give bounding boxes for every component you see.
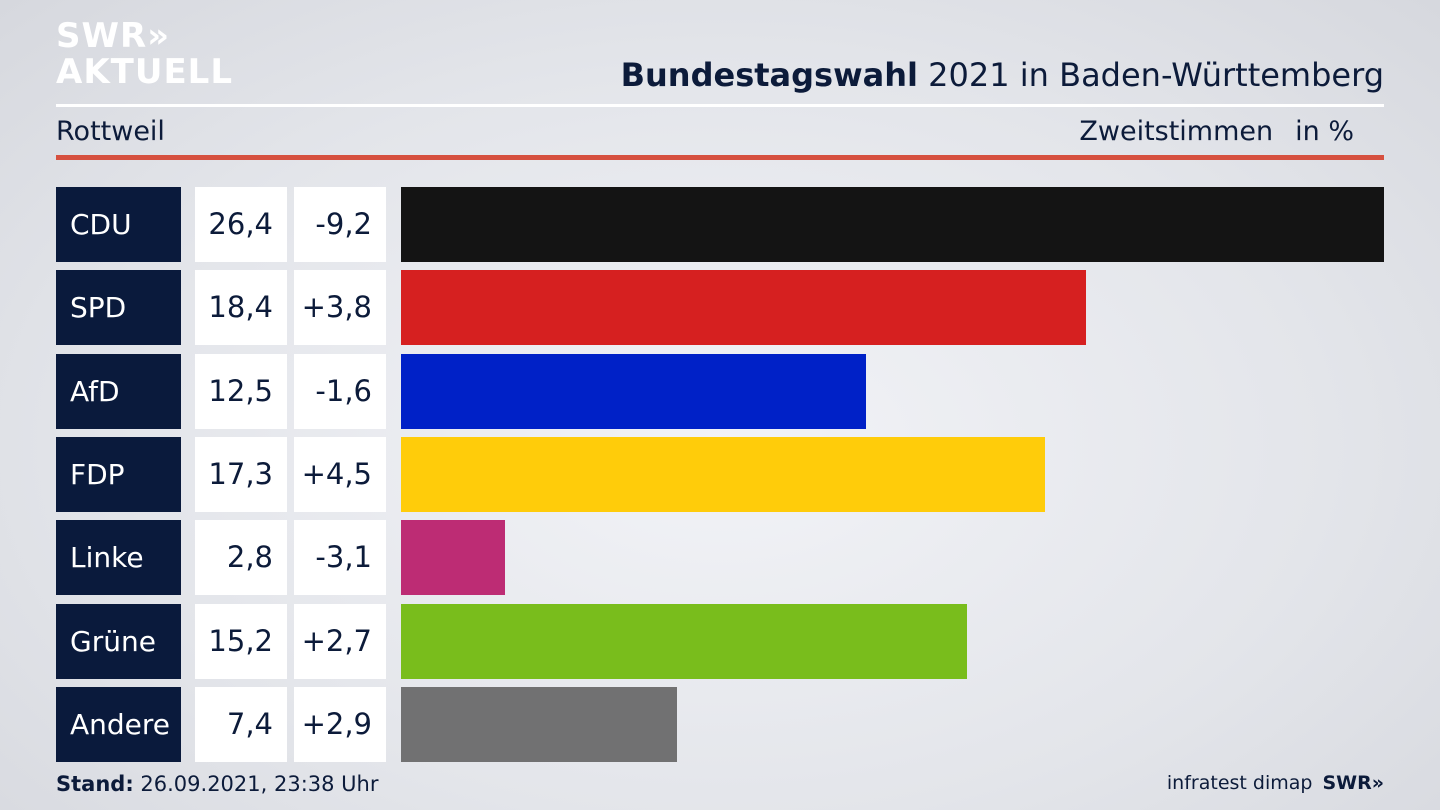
metric-unit: in % <box>1295 116 1354 147</box>
party-label: Linke <box>56 520 181 595</box>
chart-row: FDP 17,3 +4,5 <box>56 437 1384 512</box>
vote-change-value: +4,5 <box>294 437 386 512</box>
chart-row: Grüne 15,2 +2,7 <box>56 604 1384 679</box>
metric-label: Zweitstimmen in % <box>1079 116 1354 147</box>
vote-share-bar <box>401 687 677 762</box>
party-label: Andere <box>56 687 181 762</box>
source-credit: infratest dimap SWR» <box>1167 772 1384 794</box>
metric-name: Zweitstimmen <box>1079 116 1274 147</box>
party-label: Grüne <box>56 604 181 679</box>
party-label: AfD <box>56 354 181 429</box>
swr-footer-logo: SWR» <box>1322 772 1384 794</box>
party-label: SPD <box>56 270 181 345</box>
vote-share-value: 7,4 <box>195 687 287 762</box>
chart-row: Linke 2,8 -3,1 <box>56 520 1384 595</box>
vote-share-bar <box>401 437 1045 512</box>
vote-share-value: 26,4 <box>195 187 287 262</box>
source-label: infratest dimap <box>1166 772 1313 794</box>
vote-change-value: +3,8 <box>294 270 386 345</box>
party-label: FDP <box>56 437 181 512</box>
region-label: Rottweil <box>56 116 165 147</box>
chart-row: CDU 26,4 -9,2 <box>56 187 1384 262</box>
vote-share-value: 12,5 <box>195 354 287 429</box>
chart-row: Andere 7,4 +2,9 <box>56 687 1384 762</box>
vote-share-bar <box>401 354 866 429</box>
logo-line-2: AKTUELL <box>56 52 234 92</box>
page-title: Bundestagswahl 2021 in Baden-Württemberg <box>621 56 1384 94</box>
vote-share-value: 17,3 <box>195 437 287 512</box>
timestamp: Stand: 26.09.2021, 23:38 Uhr <box>56 772 379 796</box>
vote-change-value: +2,7 <box>294 604 386 679</box>
results-bar-chart: CDU 26,4 -9,2 SPD 18,4 +3,8 AfD 12,5 -1,6 FDP 17,3… <box>56 187 1384 763</box>
vote-change-value: -3,1 <box>294 520 386 595</box>
vote-change-value: +2,9 <box>294 687 386 762</box>
vote-change-value: -9,2 <box>294 187 386 262</box>
vote-share-bar <box>401 520 505 595</box>
vote-share-value: 15,2 <box>195 604 287 679</box>
stand-label: Stand: <box>56 772 134 796</box>
vote-change-value: -1,6 <box>294 354 386 429</box>
chart-row: SPD 18,4 +3,8 <box>56 270 1384 345</box>
party-label: CDU <box>56 187 181 262</box>
logo-line-1: SWR» <box>56 16 171 56</box>
stand-value: 26.09.2021, 23:38 Uhr <box>133 772 379 796</box>
title-bold: Bundestagswahl <box>620 56 918 94</box>
swr-aktuell-logo: SWR» AKTUELL <box>56 16 236 92</box>
vote-share-bar <box>401 187 1384 262</box>
accent-divider <box>56 155 1384 160</box>
vote-share-value: 2,8 <box>195 520 287 595</box>
chart-row: AfD 12,5 -1,6 <box>56 354 1384 429</box>
header-divider <box>56 104 1384 107</box>
vote-share-bar <box>401 270 1086 345</box>
vote-share-value: 18,4 <box>195 270 287 345</box>
vote-share-bar <box>401 604 967 679</box>
title-rest: 2021 in Baden-Württemberg <box>917 56 1384 94</box>
